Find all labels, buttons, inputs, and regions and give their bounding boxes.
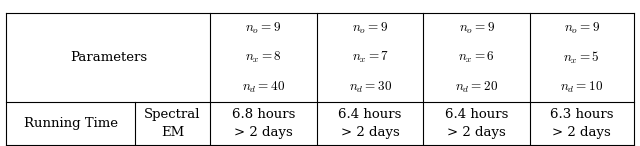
Text: Spectral: Spectral <box>145 108 201 121</box>
Text: > 2 days: > 2 days <box>234 126 293 139</box>
Text: Running Time: Running Time <box>24 117 118 130</box>
Text: Parameters: Parameters <box>70 51 147 64</box>
Text: $n_x = 7$: $n_x = 7$ <box>351 50 389 65</box>
Text: $n_o = 9$: $n_o = 9$ <box>246 20 282 36</box>
Text: 6.8 hours: 6.8 hours <box>232 108 295 121</box>
Text: $n_o = 9$: $n_o = 9$ <box>564 20 600 36</box>
Text: $n_x = 8$: $n_x = 8$ <box>245 50 282 65</box>
Text: $n_x = 5$: $n_x = 5$ <box>563 49 600 66</box>
Text: $n_d = 10$: $n_d = 10$ <box>560 80 604 95</box>
Text: $n_o = 9$: $n_o = 9$ <box>459 20 495 36</box>
Text: $n_d = 30$: $n_d = 30$ <box>349 80 392 95</box>
Text: > 2 days: > 2 days <box>341 126 399 139</box>
Text: $n_d = 20$: $n_d = 20$ <box>455 80 499 95</box>
Text: $n_d = 40$: $n_d = 40$ <box>242 80 285 95</box>
Text: $n_o = 9$: $n_o = 9$ <box>352 20 388 36</box>
Text: 6.4 hours: 6.4 hours <box>445 108 509 121</box>
Text: $n_x = 6$: $n_x = 6$ <box>458 50 495 65</box>
Text: > 2 days: > 2 days <box>447 126 506 139</box>
Text: 6.4 hours: 6.4 hours <box>339 108 402 121</box>
Text: 6.3 hours: 6.3 hours <box>550 108 614 121</box>
Text: > 2 days: > 2 days <box>552 126 611 139</box>
Text: EM: EM <box>161 126 184 139</box>
